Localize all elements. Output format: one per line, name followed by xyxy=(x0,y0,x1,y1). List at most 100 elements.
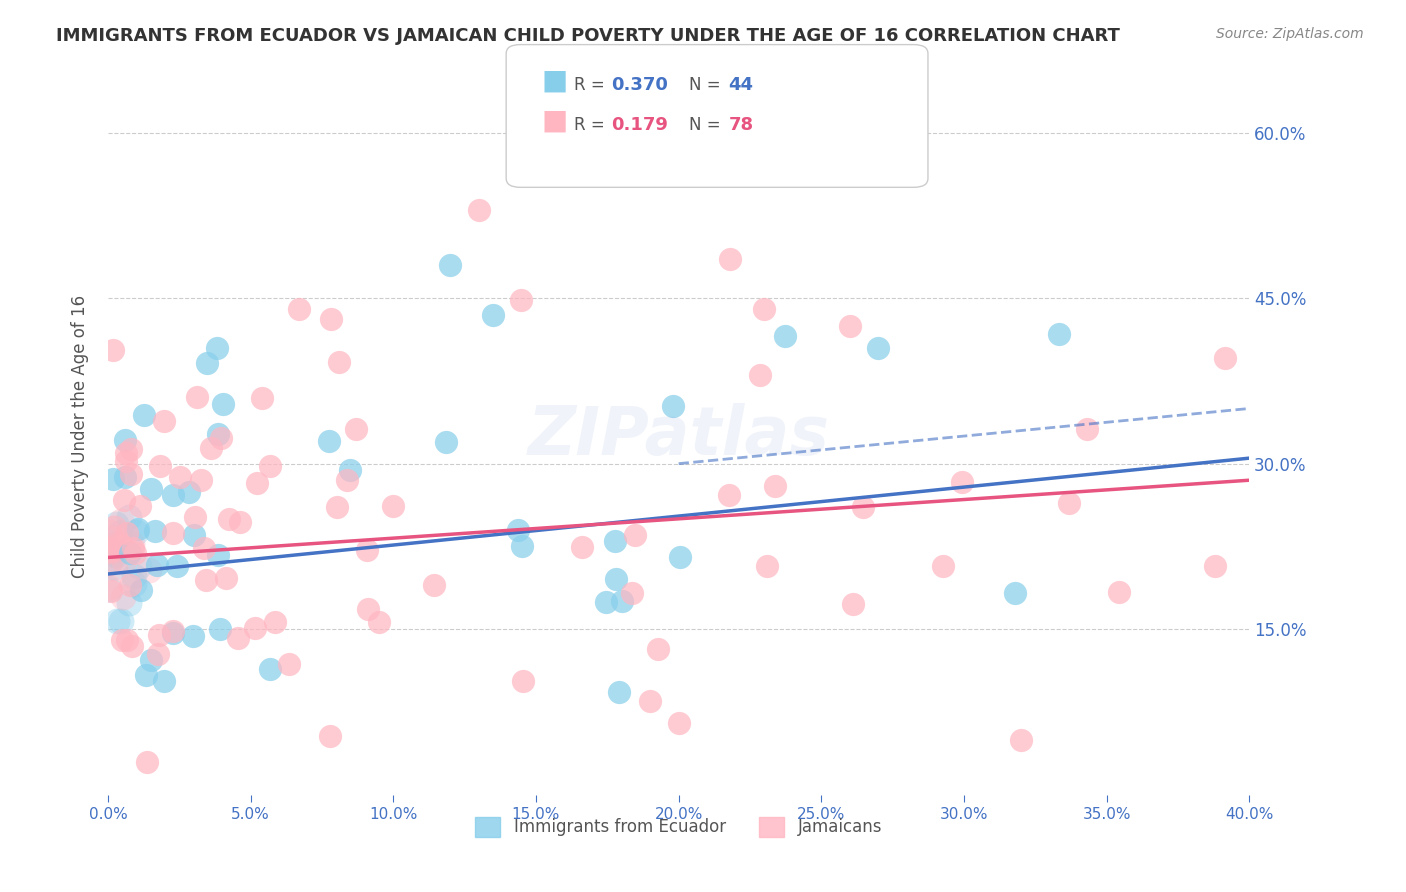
Point xyxy=(103,521,125,535)
Point xyxy=(243,622,266,636)
Text: IMMIGRANTS FROM ECUADOR VS JAMAICAN CHILD POVERTY UNDER THE AGE OF 16 CORRELATIO: IMMIGRANTS FROM ECUADOR VS JAMAICAN CHIL… xyxy=(56,27,1121,45)
Point xyxy=(367,615,389,629)
Point xyxy=(127,522,149,536)
Point xyxy=(868,341,890,355)
Point xyxy=(263,615,285,630)
Point xyxy=(852,500,875,514)
Point xyxy=(200,441,222,455)
Point xyxy=(181,629,204,643)
Point xyxy=(571,541,593,555)
Point xyxy=(336,473,359,487)
Point xyxy=(773,328,796,343)
Point xyxy=(104,561,127,575)
Point xyxy=(357,601,380,615)
Point xyxy=(1004,586,1026,600)
Point xyxy=(647,641,669,656)
Point xyxy=(207,548,229,562)
Point xyxy=(111,540,134,554)
Point xyxy=(319,311,342,326)
Point xyxy=(135,667,157,681)
Point xyxy=(246,475,269,490)
Point xyxy=(139,653,162,667)
Point xyxy=(114,492,136,507)
Text: N =: N = xyxy=(689,116,725,134)
Point xyxy=(100,531,122,545)
Point xyxy=(98,582,121,597)
Point xyxy=(609,685,631,699)
Point xyxy=(107,536,129,550)
Point xyxy=(98,580,121,594)
Text: 0.179: 0.179 xyxy=(612,116,668,134)
Point xyxy=(506,523,529,537)
Point xyxy=(114,470,136,484)
Point xyxy=(226,632,249,646)
Point xyxy=(605,533,627,548)
Point xyxy=(638,694,661,708)
Point xyxy=(101,343,124,357)
Point xyxy=(112,554,135,568)
Point xyxy=(98,556,121,570)
Point xyxy=(717,487,740,501)
Point xyxy=(122,541,145,556)
Point xyxy=(1213,351,1236,365)
Point xyxy=(288,301,311,316)
Point xyxy=(143,524,166,538)
Legend: Immigrants from Ecuador, Jamaicans: Immigrants from Ecuador, Jamaicans xyxy=(468,810,889,844)
Point xyxy=(756,559,779,574)
Point xyxy=(610,594,633,608)
Point xyxy=(108,540,131,554)
Point xyxy=(754,302,776,317)
Point xyxy=(434,434,457,449)
Point xyxy=(120,442,142,456)
Point xyxy=(153,673,176,688)
Point xyxy=(190,473,212,487)
Point xyxy=(932,559,955,574)
Point xyxy=(318,434,340,449)
Point xyxy=(114,433,136,447)
Point xyxy=(1047,327,1070,342)
Point xyxy=(162,526,184,541)
Point xyxy=(184,509,207,524)
Point xyxy=(115,454,138,468)
Point xyxy=(605,572,627,586)
Point xyxy=(838,318,860,333)
Point xyxy=(122,569,145,583)
Point xyxy=(120,578,142,592)
Point xyxy=(98,543,121,558)
Point xyxy=(326,500,349,515)
Point xyxy=(108,525,131,540)
Point xyxy=(115,525,138,540)
Point xyxy=(103,559,125,574)
Text: 0.370: 0.370 xyxy=(612,76,668,94)
Point xyxy=(98,542,121,557)
Point xyxy=(131,583,153,598)
Point xyxy=(98,556,121,570)
Point xyxy=(1108,584,1130,599)
Point xyxy=(138,563,160,577)
Point xyxy=(439,258,461,272)
Point xyxy=(98,543,121,558)
Point xyxy=(141,483,163,497)
Point xyxy=(135,755,157,769)
Point xyxy=(356,543,378,558)
Text: N =: N = xyxy=(689,76,725,94)
Point xyxy=(620,586,643,600)
Point xyxy=(381,499,404,513)
Point xyxy=(482,308,505,322)
Point xyxy=(101,542,124,557)
Point xyxy=(510,539,533,553)
Text: 78: 78 xyxy=(728,116,754,134)
Point xyxy=(193,541,215,556)
Point xyxy=(162,488,184,502)
Point xyxy=(104,516,127,531)
Point xyxy=(149,458,172,473)
Point xyxy=(125,524,148,539)
Point xyxy=(183,527,205,541)
Text: 44: 44 xyxy=(728,76,754,94)
Text: ■: ■ xyxy=(541,106,568,135)
Point xyxy=(152,414,174,428)
Point xyxy=(763,478,786,492)
Point xyxy=(509,293,531,308)
Point xyxy=(148,628,170,642)
Point xyxy=(111,590,134,604)
